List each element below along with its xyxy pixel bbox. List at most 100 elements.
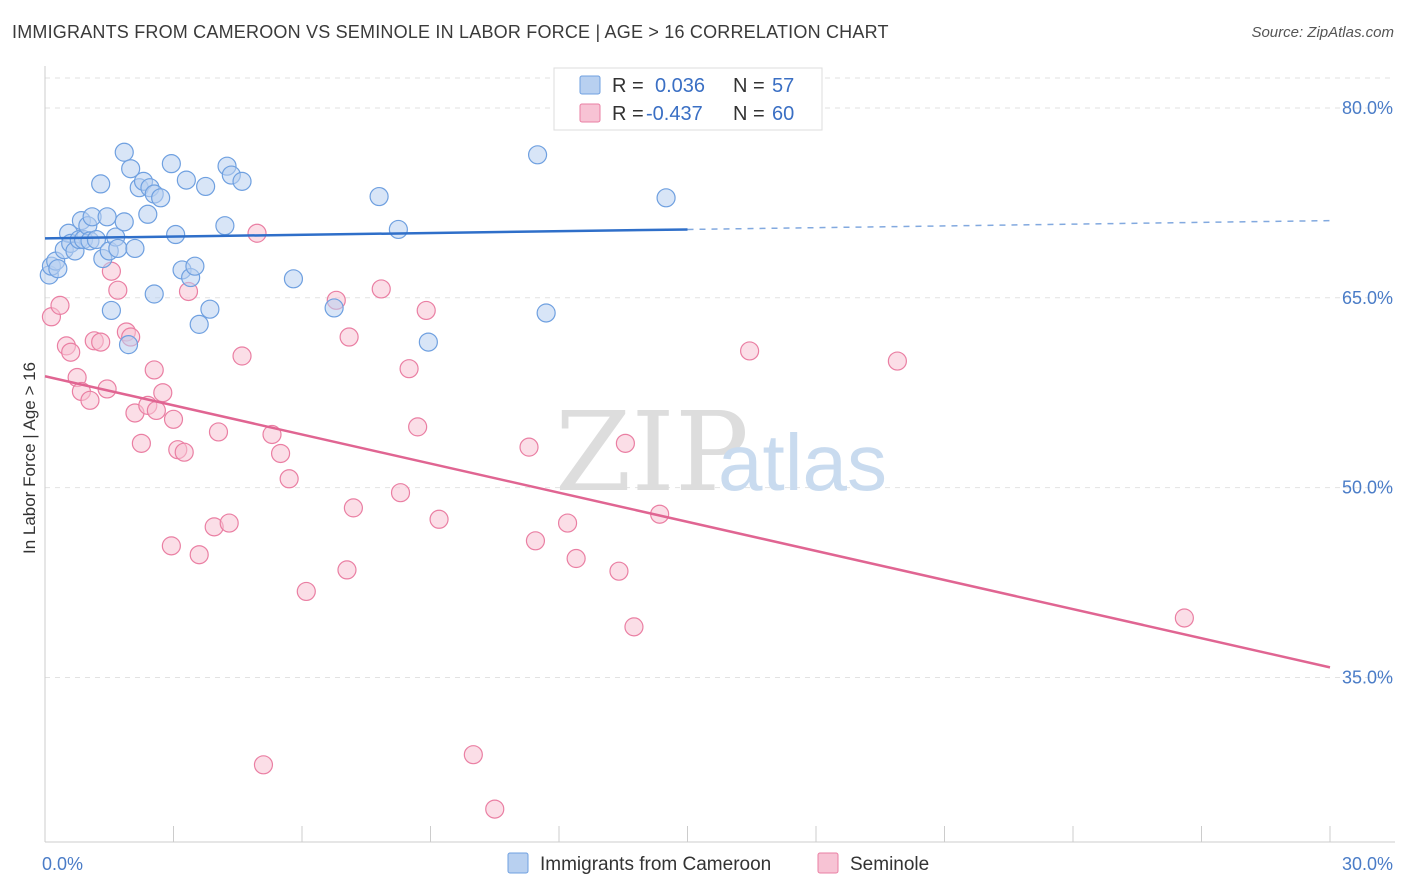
y-tick-label: 35.0% <box>1342 667 1393 687</box>
cameroon-point <box>656 188 676 208</box>
chart-title: IMMIGRANTS FROM CAMEROON VS SEMINOLE IN … <box>12 22 889 42</box>
seminole-point <box>887 351 907 371</box>
seminole-point <box>232 346 252 366</box>
cameroon-point <box>118 335 139 355</box>
legend-r-label: R = <box>612 103 644 125</box>
cameroon-point <box>125 238 145 259</box>
seminole-point <box>279 469 299 489</box>
seminole-point <box>174 442 194 462</box>
watermark: ZIP atlas <box>555 388 887 516</box>
bottom-legend: Immigrants from Cameroon Seminole <box>507 852 929 875</box>
seminole-trend-line <box>44 375 1331 669</box>
legend-n-label: N = <box>733 103 765 125</box>
seminole-point <box>131 433 151 453</box>
seminole-point <box>80 390 100 410</box>
cameroon-point <box>144 284 164 304</box>
legend-n-label: N = <box>733 75 765 97</box>
seminole-point <box>163 409 184 429</box>
seminole-point <box>339 327 359 347</box>
legend-r-value-pink: -0.437 <box>646 103 703 125</box>
cameroon-point <box>48 259 68 279</box>
seminole-point <box>740 341 760 361</box>
cameroon-point <box>151 188 171 208</box>
legend-r-label: R = <box>612 75 644 97</box>
y-tick-label: 50.0% <box>1342 478 1393 498</box>
y-tick-labels: 35.0% 50.0% 65.0% 80.0% <box>1342 98 1393 688</box>
cameroon-point <box>369 186 389 207</box>
cameroon-point <box>114 142 134 162</box>
cameroon-point <box>232 171 252 191</box>
seminole-points <box>41 223 1194 819</box>
seminole-point <box>557 513 578 533</box>
cameroon-point <box>176 170 196 190</box>
grid-lines <box>45 77 1395 678</box>
seminole-point <box>1174 608 1194 628</box>
seminole-point <box>343 498 363 518</box>
source-label: Source: ZipAtlas.com <box>1251 24 1394 41</box>
cameroon-trend-extension <box>687 219 1331 231</box>
watermark-atlas: atlas <box>718 418 887 507</box>
seminole-point <box>416 300 436 321</box>
cameroon-point <box>108 238 128 259</box>
seminole-point <box>50 295 70 315</box>
cameroon-point <box>324 298 344 318</box>
bottom-legend-swatch-blue <box>507 852 529 874</box>
legend-swatch-pink <box>579 103 601 123</box>
cameroon-point <box>215 216 235 236</box>
seminole-point <box>525 531 546 551</box>
seminole-point <box>390 483 411 503</box>
cameroon-point <box>185 256 205 276</box>
cameroon-point <box>166 224 186 245</box>
x-tick-label: 0.0% <box>42 854 83 874</box>
cameroon-point <box>91 174 111 194</box>
cameroon-point <box>189 314 209 334</box>
bottom-legend-swatch-pink <box>817 852 839 874</box>
axes <box>44 66 1395 843</box>
seminole-point <box>337 560 357 580</box>
cameroon-point <box>161 154 181 174</box>
legend-n-value-pink: 60 <box>772 103 794 125</box>
seminole-point <box>615 433 635 453</box>
cameroon-point <box>97 207 117 227</box>
seminole-point <box>296 581 316 602</box>
seminole-point <box>153 383 173 403</box>
cameroon-point <box>114 212 134 232</box>
seminole-point <box>108 280 128 300</box>
seminole-point <box>189 545 209 565</box>
cameroon-point <box>196 176 216 197</box>
seminole-point <box>253 755 274 775</box>
seminole-point <box>609 561 629 581</box>
seminole-point <box>270 443 291 464</box>
cameroon-point <box>388 219 408 240</box>
cameroon-point <box>121 159 141 179</box>
cameroon-point <box>418 332 438 352</box>
cameroon-point <box>527 145 548 165</box>
cameroon-trend-line <box>44 228 688 240</box>
seminole-point <box>408 417 428 437</box>
bottom-legend-cameroon: Immigrants from Cameroon <box>540 854 771 875</box>
trend-lines <box>44 219 1331 669</box>
seminole-point <box>219 513 239 533</box>
cameroon-point <box>200 299 220 319</box>
watermark-zip: ZIP <box>555 388 749 516</box>
legend-n-value-blue: 57 <box>772 75 794 97</box>
cameroon-point <box>86 229 107 250</box>
y-tick-label: 80.0% <box>1342 98 1393 118</box>
seminole-point <box>519 437 539 457</box>
seminole-point <box>144 360 164 380</box>
seminole-point <box>566 548 586 569</box>
x-tick-label: 30.0% <box>1342 854 1393 874</box>
seminole-point <box>61 342 81 362</box>
seminole-point <box>624 617 644 637</box>
seminole-point <box>371 279 391 299</box>
seminole-point <box>399 359 419 379</box>
cameroon-point <box>138 204 158 224</box>
seminole-point <box>208 422 229 442</box>
seminole-point <box>429 509 449 529</box>
x-tick-labels: 0.0% 30.0% <box>42 854 1393 874</box>
legend-r-value-blue: 0.036 <box>655 75 705 97</box>
cameroon-point <box>283 269 304 289</box>
legend-swatch-blue <box>579 75 601 95</box>
seminole-point <box>485 799 505 819</box>
